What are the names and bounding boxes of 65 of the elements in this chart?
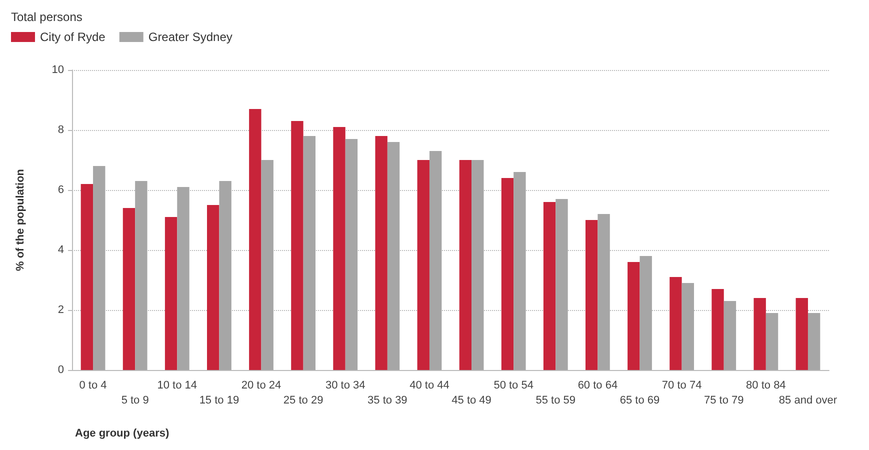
x-tick-label: 35 to 39	[368, 394, 408, 406]
bar	[164, 217, 178, 370]
x-tick-label: 65 to 69	[620, 394, 660, 406]
bar	[682, 283, 694, 370]
x-tick-label: 75 to 79	[704, 394, 744, 406]
x-tick-label: 0 to 4	[79, 380, 107, 392]
y-tick-label: 8	[58, 124, 64, 136]
bar	[219, 181, 232, 370]
x-tick-label: 5 to 9	[121, 394, 149, 406]
y-axis-title: % of the population	[14, 168, 26, 272]
x-tick-label: 55 to 59	[536, 394, 576, 406]
x-tick-label: 30 to 34	[325, 380, 366, 392]
bar	[249, 109, 262, 370]
bar	[543, 202, 556, 370]
bar	[177, 187, 190, 370]
y-tick-label: 6	[58, 184, 64, 196]
x-tick-label: 45 to 49	[452, 394, 492, 406]
bar	[670, 277, 682, 370]
bar	[712, 289, 724, 370]
x-tick-label: 40 to 44	[410, 380, 450, 392]
bar	[556, 199, 568, 370]
bar	[429, 151, 442, 370]
bar	[766, 313, 778, 370]
bar	[472, 160, 484, 370]
y-tick-label: 0	[58, 364, 64, 376]
bar	[80, 184, 94, 370]
bar	[514, 172, 526, 370]
bar	[796, 298, 808, 370]
bar	[345, 139, 358, 370]
bar	[333, 127, 346, 370]
x-tick-label: 80 to 84	[746, 380, 786, 392]
bar	[586, 220, 598, 370]
bar	[628, 262, 640, 370]
bar	[754, 298, 766, 370]
bar	[122, 208, 136, 370]
bar	[598, 214, 610, 370]
bar	[459, 160, 472, 370]
x-tick-label: 60 to 64	[578, 380, 618, 392]
x-tick-label: 10 to 14	[157, 380, 198, 392]
x-tick-label: 15 to 19	[199, 394, 240, 406]
chart-subtitle: Total persons	[11, 10, 82, 24]
legend-label: Greater Sydney	[148, 30, 232, 44]
y-tick-label: 10	[52, 64, 64, 76]
bar	[387, 142, 400, 370]
legend-label: City of Ryde	[40, 30, 106, 44]
y-tick-label: 2	[58, 304, 64, 316]
bar	[303, 136, 316, 370]
bar	[135, 181, 148, 370]
bar	[291, 121, 304, 370]
bar	[417, 160, 430, 370]
bar	[375, 136, 388, 370]
x-tick-label: 20 to 24	[241, 380, 282, 392]
bar	[640, 256, 652, 370]
bar	[808, 313, 820, 370]
x-tick-label: 85 and over	[778, 394, 838, 406]
x-tick-label: 50 to 54	[494, 380, 534, 392]
x-tick-label: 25 to 29	[283, 394, 324, 406]
bar	[207, 205, 220, 370]
x-axis-title: Age group (years)	[75, 428, 170, 440]
bar	[93, 166, 106, 370]
bar	[724, 301, 736, 370]
x-tick-label: 70 to 74	[662, 380, 702, 392]
bar	[261, 160, 274, 370]
y-tick-label: 4	[58, 244, 64, 256]
bar	[501, 178, 514, 370]
